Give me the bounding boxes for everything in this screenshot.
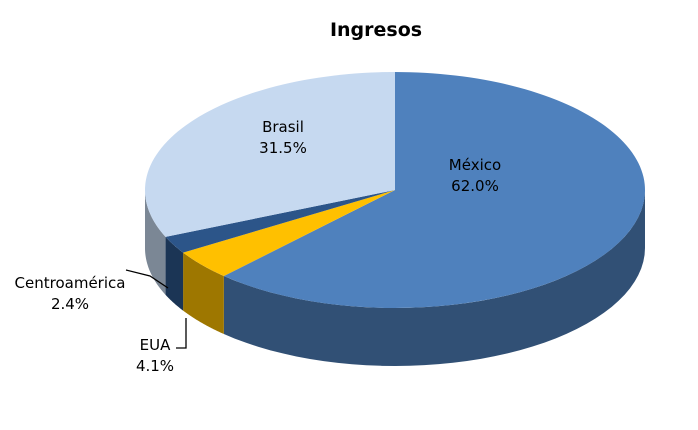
slice-label: Brasil: [262, 118, 304, 136]
slice-value-label: 4.1%: [136, 357, 174, 375]
slice-label: Centroamérica: [15, 274, 126, 292]
slice-label: México: [449, 156, 501, 174]
slice-side: [165, 236, 184, 311]
slice: [165, 190, 395, 253]
slice: [183, 190, 395, 277]
slice-value-label: 31.5%: [259, 139, 307, 157]
leader-line: [125, 269, 169, 289]
slice: [223, 72, 645, 308]
slice: [144, 72, 395, 237]
chart-title: Ingresos: [330, 19, 422, 41]
slice-value-label: 62.0%: [451, 177, 499, 195]
slice-side: [183, 252, 224, 335]
leader-line: [176, 318, 187, 349]
slice-side: [223, 190, 645, 366]
slice-side: [145, 190, 166, 295]
slice-label: EUA: [140, 336, 171, 354]
slice-value-label: 2.4%: [51, 295, 89, 313]
